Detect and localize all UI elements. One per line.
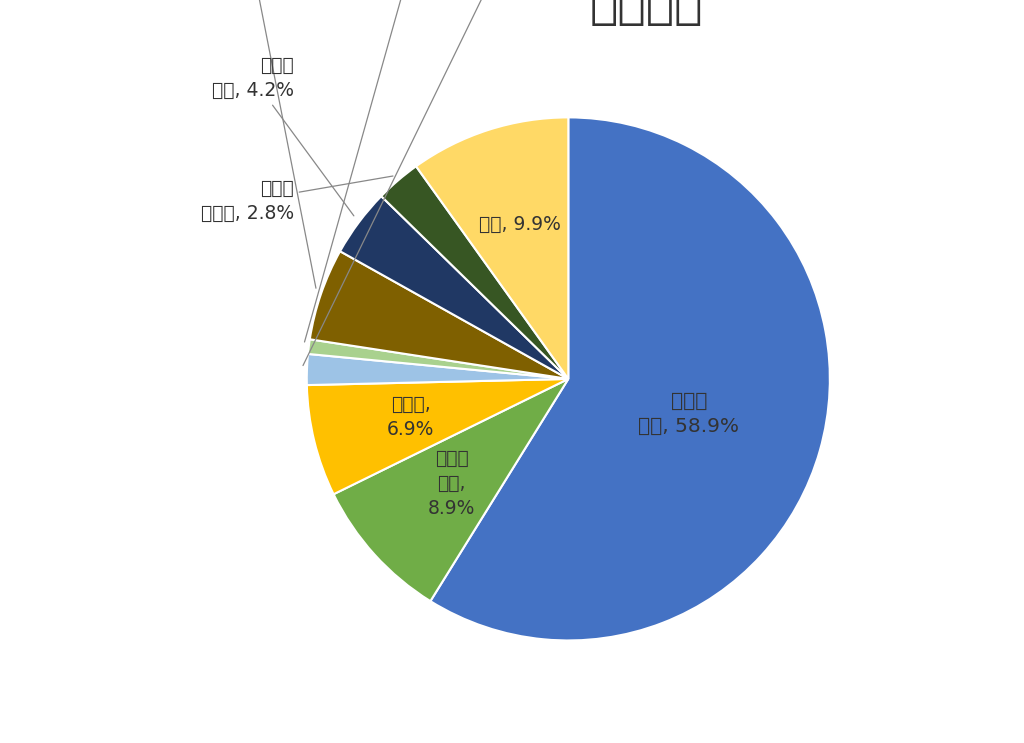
Wedge shape bbox=[308, 340, 568, 379]
Text: 結婚, 9.9%: 結婚, 9.9% bbox=[479, 215, 560, 234]
Text: 住宅が
古い,
8.9%: 住宅が 古い, 8.9% bbox=[428, 450, 475, 519]
Wedge shape bbox=[416, 117, 568, 379]
Wedge shape bbox=[340, 196, 568, 379]
Text: 環境が
悪い, 4.2%: 環境が 悪い, 4.2% bbox=[212, 56, 354, 216]
Wedge shape bbox=[307, 354, 568, 385]
Text: 住宅が
狭い, 58.9%: 住宅が 狭い, 58.9% bbox=[639, 392, 739, 435]
Wedge shape bbox=[381, 166, 568, 379]
Text: 通勤・通学
に不便, 1.9%: 通勤・通学 に不便, 1.9% bbox=[303, 0, 550, 366]
Text: 家賃が
高い, 5.7%: 家賃が 高い, 5.7% bbox=[212, 0, 316, 288]
Wedge shape bbox=[430, 117, 829, 640]
Text: その他,
6.9%: その他, 6.9% bbox=[387, 395, 434, 439]
Wedge shape bbox=[334, 379, 568, 601]
Wedge shape bbox=[310, 251, 568, 379]
Wedge shape bbox=[307, 379, 568, 494]
Text: 世帯を
分ける, 2.8%: 世帯を 分ける, 2.8% bbox=[201, 176, 393, 223]
Text: 立退き
要求, 0.9%: 立退き 要求, 0.9% bbox=[304, 0, 473, 342]
Title: 購入理由: 購入理由 bbox=[590, 0, 703, 28]
